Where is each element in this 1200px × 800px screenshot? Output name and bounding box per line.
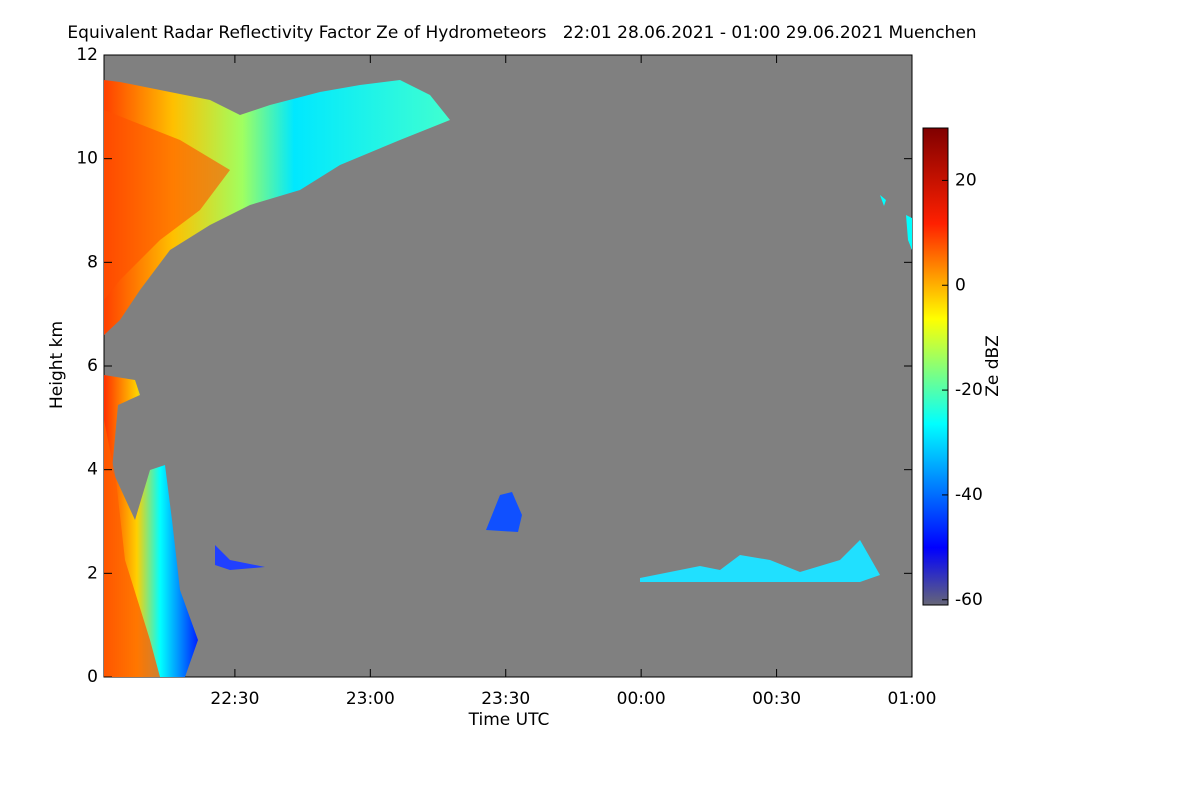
colorbar-label: Ze dBZ bbox=[983, 335, 1003, 397]
colorbar-tick-label: 0 bbox=[955, 275, 966, 295]
x-tick-label: 01:00 bbox=[888, 689, 937, 709]
y-tick-label: 4 bbox=[87, 460, 98, 480]
x-tick-label: 00:30 bbox=[752, 689, 801, 709]
colorbar-tick-label: 20 bbox=[955, 170, 977, 190]
y-tick-label: 10 bbox=[76, 149, 98, 169]
y-axis-label: Height km bbox=[47, 321, 67, 409]
x-axis-label: Time UTC bbox=[468, 710, 550, 730]
colorbar-tick-label: -20 bbox=[955, 380, 983, 400]
colorbar bbox=[922, 127, 949, 606]
echo bbox=[486, 492, 522, 532]
x-tick-label: 23:30 bbox=[481, 689, 530, 709]
y-tick-label: 12 bbox=[76, 45, 98, 65]
chart-title: Equivalent Radar Reflectivity Factor Ze … bbox=[67, 23, 976, 43]
radar-field bbox=[104, 80, 912, 677]
x-tick-label: 22:30 bbox=[210, 689, 259, 709]
y-tick-label: 6 bbox=[87, 356, 98, 376]
lower-core bbox=[104, 420, 160, 677]
upper-cloud-core bbox=[104, 110, 230, 300]
y-tick-label: 0 bbox=[87, 667, 98, 687]
x-tick-label: 00:00 bbox=[617, 689, 666, 709]
x-tick-label: 23:00 bbox=[346, 689, 395, 709]
y-tick-label: 8 bbox=[87, 252, 98, 272]
echo bbox=[215, 545, 265, 570]
colorbar-tick-label: -60 bbox=[955, 590, 983, 610]
y-tick-label: 2 bbox=[87, 563, 98, 583]
colorbar-tick-label: -40 bbox=[955, 485, 983, 505]
upper-cloud bbox=[104, 80, 450, 335]
echo bbox=[880, 195, 912, 250]
low-cloud-band bbox=[640, 540, 880, 582]
